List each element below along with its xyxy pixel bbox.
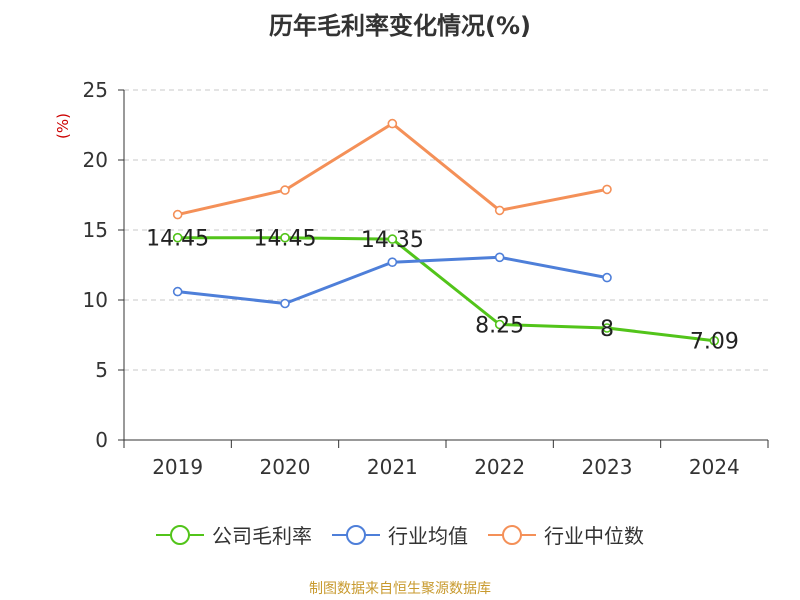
series-1-point-1 (280, 298, 290, 309)
series-0-point-4 (602, 323, 612, 333)
series-0-point-5 (709, 335, 720, 346)
gridlines (124, 89, 768, 371)
series-1-point-4 (602, 272, 612, 283)
series-2-point-2 (387, 118, 398, 129)
legend-label: 行业均值 (388, 524, 468, 548)
legend-item-1[interactable]: 行业均值 (332, 520, 468, 549)
axes: 0 5 10 15 20 25 2019 2020 2021 2022 2023 2024 (%) (54, 78, 769, 479)
series-0-point-3 (494, 319, 505, 330)
series-line-2 (177, 122, 608, 217)
x-tick-label-2023: 2023 (582, 455, 633, 479)
legend-label: 行业中位数 (544, 524, 644, 548)
x-tick-label-2020: 2020 (260, 455, 311, 479)
y-tick-label: 25 (83, 78, 108, 102)
data-labels: 14.45 14.45 14.35 8.25 8 7.09 (146, 227, 739, 355)
series-1-point-2 (387, 257, 398, 268)
data-label-2024: 7.09 (690, 330, 739, 355)
x-tick-label-2024: 2024 (689, 455, 740, 479)
y-tick-label: 15 (83, 218, 108, 242)
series-2-point-3 (494, 205, 505, 216)
legend-swatch-icon (488, 524, 536, 545)
series-1-point-0 (172, 286, 183, 297)
series-0-point-2 (387, 234, 398, 244)
series-2-point-1 (280, 185, 290, 195)
legend-swatch-icon (156, 524, 204, 545)
source-note: 制图数据来自恒生聚源数据库 (309, 581, 491, 597)
series-0-point-0 (172, 232, 183, 243)
y-axis-unit-label: (%) (54, 113, 72, 139)
legend-item-2[interactable]: 行业中位数 (488, 520, 644, 549)
legend-label: 公司毛利率 (212, 524, 312, 548)
legend: 公司毛利率 行业均值 行业中位数 (0, 520, 800, 549)
series-line-0 (177, 236, 715, 343)
y-tick-label: 20 (83, 148, 108, 172)
x-tick-label-2021: 2021 (367, 455, 418, 479)
series-0-point-1 (280, 232, 290, 243)
series-1-point-3 (494, 252, 505, 263)
chart-title: 历年毛利率变化情况(%) (269, 12, 531, 40)
series-2-point-0 (172, 209, 183, 220)
series-2-point-4 (602, 184, 612, 195)
legend-swatch-icon (332, 524, 380, 545)
data-label-2020: 14.45 (254, 227, 317, 252)
y-tick-label: 0 (95, 428, 108, 452)
x-tick-label-2022: 2022 (474, 455, 525, 479)
legend-item-0[interactable]: 公司毛利率 (156, 520, 312, 549)
x-tick-label-2019: 2019 (152, 455, 203, 479)
data-label-2021: 14.35 (361, 228, 424, 253)
series-lines (172, 118, 720, 346)
y-tick-label: 10 (83, 288, 108, 312)
data-label-2022: 8.25 (475, 314, 524, 339)
data-label-2023: 8 (600, 317, 614, 342)
y-tick-label: 5 (95, 358, 108, 382)
data-label-2019: 14.45 (146, 227, 209, 252)
